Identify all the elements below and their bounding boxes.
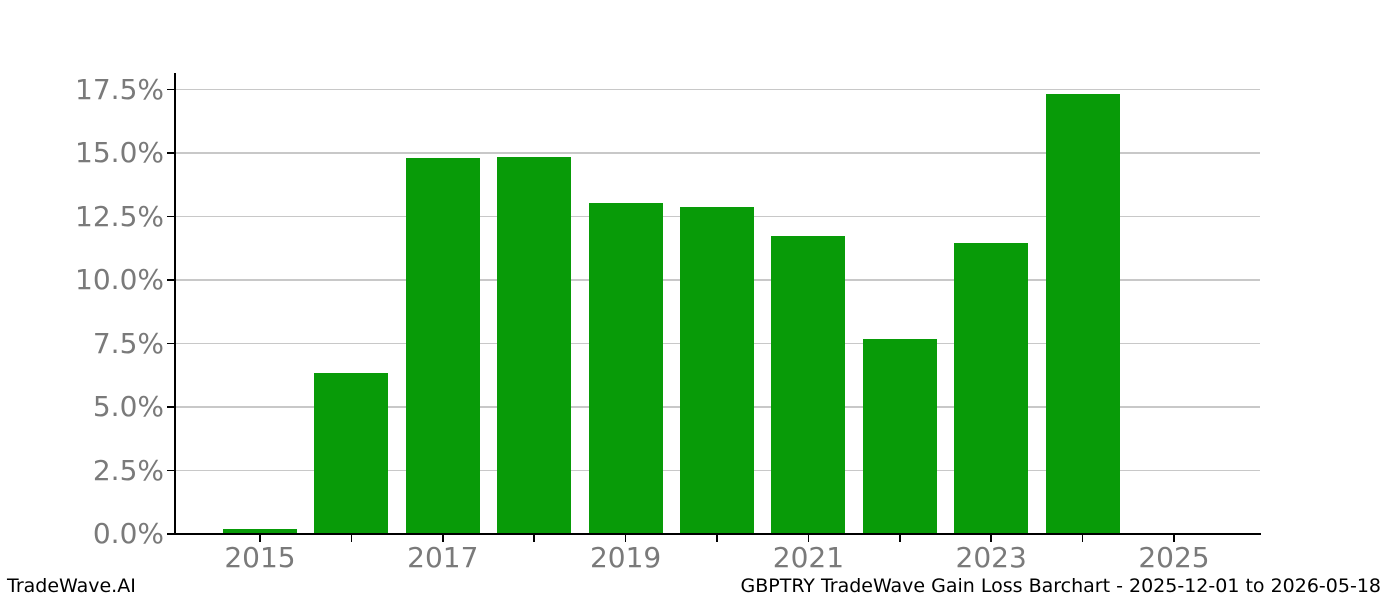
bar-2016 <box>314 373 389 534</box>
bar-2018 <box>497 156 572 534</box>
x-tick-label: 2023 <box>955 541 1027 574</box>
x-tick <box>1173 534 1175 543</box>
x-tick <box>624 534 627 543</box>
bar-2022 <box>862 338 937 534</box>
bar-2017 <box>405 158 480 534</box>
y-tick <box>167 152 175 154</box>
x-tick-label: 2019 <box>589 541 662 574</box>
bar-2015 <box>223 528 297 534</box>
x-tick <box>716 534 718 543</box>
x-axis-spine <box>174 533 1261 535</box>
x-tick <box>898 534 901 543</box>
chart-caption: GBPTRY TradeWave Gain Loss Barchart - 20… <box>740 575 1382 597</box>
y-tick-label: 7.5% <box>92 326 164 360</box>
y-tick-label: 2.5% <box>92 453 164 487</box>
watermark-tradewave: TradeWave.AI <box>7 575 136 597</box>
gridline <box>175 88 1260 91</box>
bar-2024 <box>1045 94 1120 534</box>
y-tick <box>167 406 175 408</box>
y-tick-label: 0.0% <box>92 517 164 550</box>
x-tick <box>259 534 261 543</box>
y-tick-label: 12.5% <box>75 199 164 233</box>
gridline <box>175 152 1260 154</box>
x-tick <box>533 534 536 543</box>
x-tick <box>807 534 810 543</box>
y-tick <box>167 342 175 345</box>
y-tick-label: 5.0% <box>92 390 164 423</box>
x-tick <box>350 534 353 543</box>
y-tick <box>167 215 175 218</box>
bar-2021 <box>771 236 846 534</box>
y-tick <box>167 88 175 91</box>
bar-2020 <box>680 206 754 534</box>
x-tick-label: 2021 <box>772 541 845 574</box>
y-tick-label: 15.0% <box>75 136 164 169</box>
bar-2023 <box>954 242 1029 534</box>
y-tick-label: 10.0% <box>75 263 164 296</box>
x-tick <box>441 534 444 543</box>
x-tick-label: 2025 <box>1138 541 1210 574</box>
y-tick <box>167 533 175 535</box>
x-tick <box>1081 534 1084 543</box>
y-tick <box>167 469 175 472</box>
bar-2019 <box>588 202 663 534</box>
x-tick <box>990 534 993 543</box>
x-tick-label: 2017 <box>407 541 479 574</box>
y-tick-label: 17.5% <box>75 72 164 106</box>
y-axis-spine <box>174 73 176 535</box>
x-tick-label: 2015 <box>224 541 296 574</box>
y-tick <box>167 279 175 281</box>
